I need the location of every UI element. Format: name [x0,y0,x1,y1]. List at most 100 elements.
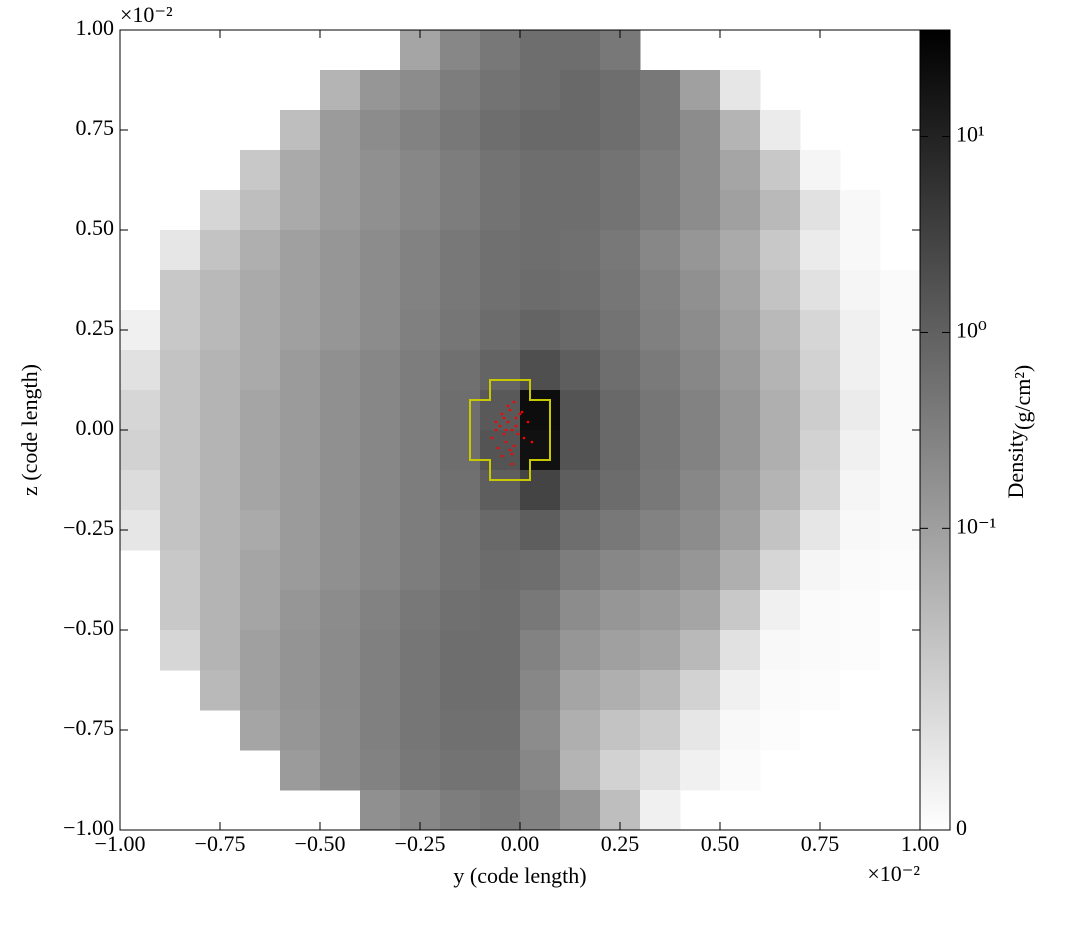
heatmap-cell [400,590,441,631]
heatmap-cell [480,230,521,271]
x-offset-label: ×10⁻² [867,861,920,886]
heatmap-cell [160,270,201,311]
heatmap-cell [520,350,561,391]
heatmap-cell [440,190,481,231]
heatmap-cell [320,190,361,231]
heatmap-cell [440,350,481,391]
heatmap-cell [320,630,361,671]
heatmap-cell [280,110,321,151]
heatmap-cell [560,310,601,351]
heatmap-cell [600,150,641,191]
heatmap-cell [280,470,321,511]
heatmap-cell [640,310,681,351]
heatmap-cell [720,190,761,231]
heatmap-cell [840,550,881,591]
heatmap-cell [360,110,401,151]
heatmap-cell [640,710,681,751]
heatmap-cell [640,390,681,431]
heatmap-cell [280,310,321,351]
heatmap-cell [560,590,601,631]
heatmap-cell [400,310,441,351]
y-tick-label: 0.25 [76,315,115,340]
heatmap-cell [800,230,841,271]
heatmap-cell [880,550,921,591]
heatmap-cell [640,790,681,831]
particle [512,444,516,448]
heatmap-cell [440,750,481,791]
heatmap-cell [240,510,281,551]
particle [510,462,514,466]
heatmap-cell [640,190,681,231]
heatmap-cell [520,790,561,831]
heatmap-cell [200,310,241,351]
colorbar [919,29,951,831]
heatmap-cell [360,670,401,711]
heatmap-cell [160,230,201,271]
particle [510,428,514,432]
x-tick-label: −0.50 [295,831,346,856]
heatmap-cell [360,590,401,631]
heatmap-cell [640,670,681,711]
heatmap-cell [200,230,241,271]
heatmap [120,30,921,831]
heatmap-cell [760,190,801,231]
heatmap-cell [440,230,481,271]
heatmap-cell [240,390,281,431]
x-tick-label: 1.00 [901,831,940,856]
heatmap-cell [320,710,361,751]
heatmap-cell [280,590,321,631]
particle [504,428,508,432]
heatmap-cell [600,590,641,631]
heatmap-cell [360,150,401,191]
heatmap-cell [600,70,641,111]
heatmap-cell [760,550,801,591]
heatmap-cell [560,150,601,191]
heatmap-cell [360,710,401,751]
heatmap-cell [880,430,921,471]
heatmap-cell [760,270,801,311]
heatmap-cell [680,430,721,471]
heatmap-cell [480,350,521,391]
heatmap-cell [320,310,361,351]
heatmap-cell [560,670,601,711]
heatmap-cell [600,110,641,151]
heatmap-cell [840,350,881,391]
heatmap-cell [280,270,321,311]
particle [506,404,510,408]
heatmap-cell [760,310,801,351]
heatmap-cell [440,390,481,431]
heatmap-cell [400,750,441,791]
heatmap-cell [320,670,361,711]
heatmap-cell [800,430,841,471]
heatmap-cell [400,110,441,151]
heatmap-cell [120,350,161,391]
heatmap-cell [360,230,401,271]
heatmap-cell [480,150,521,191]
heatmap-cell [480,470,521,511]
heatmap-cell [240,230,281,271]
heatmap-cell [600,270,641,311]
y-tick-label: −0.50 [63,615,114,640]
heatmap-cell [360,630,401,671]
heatmap-cell [160,470,201,511]
heatmap-cell [880,270,921,311]
heatmap-cell [320,430,361,471]
colorbar-tick-label: 0 [956,815,967,840]
heatmap-cell [400,710,441,751]
heatmap-cell [520,630,561,671]
heatmap-cell [520,390,561,431]
colorbar-tick-label: 10⁰ [956,318,987,343]
heatmap-cell [560,230,601,271]
y-tick-label: −0.75 [63,715,114,740]
heatmap-cell [840,190,881,231]
heatmap-cell [800,310,841,351]
heatmap-cell [240,670,281,711]
heatmap-cell [600,630,641,671]
y-offset-label: ×10⁻² [120,2,173,27]
heatmap-cell [680,470,721,511]
heatmap-cell [400,150,441,191]
heatmap-cell [880,350,921,391]
particle [512,400,516,404]
heatmap-cell [360,430,401,471]
heatmap-cell [320,110,361,151]
